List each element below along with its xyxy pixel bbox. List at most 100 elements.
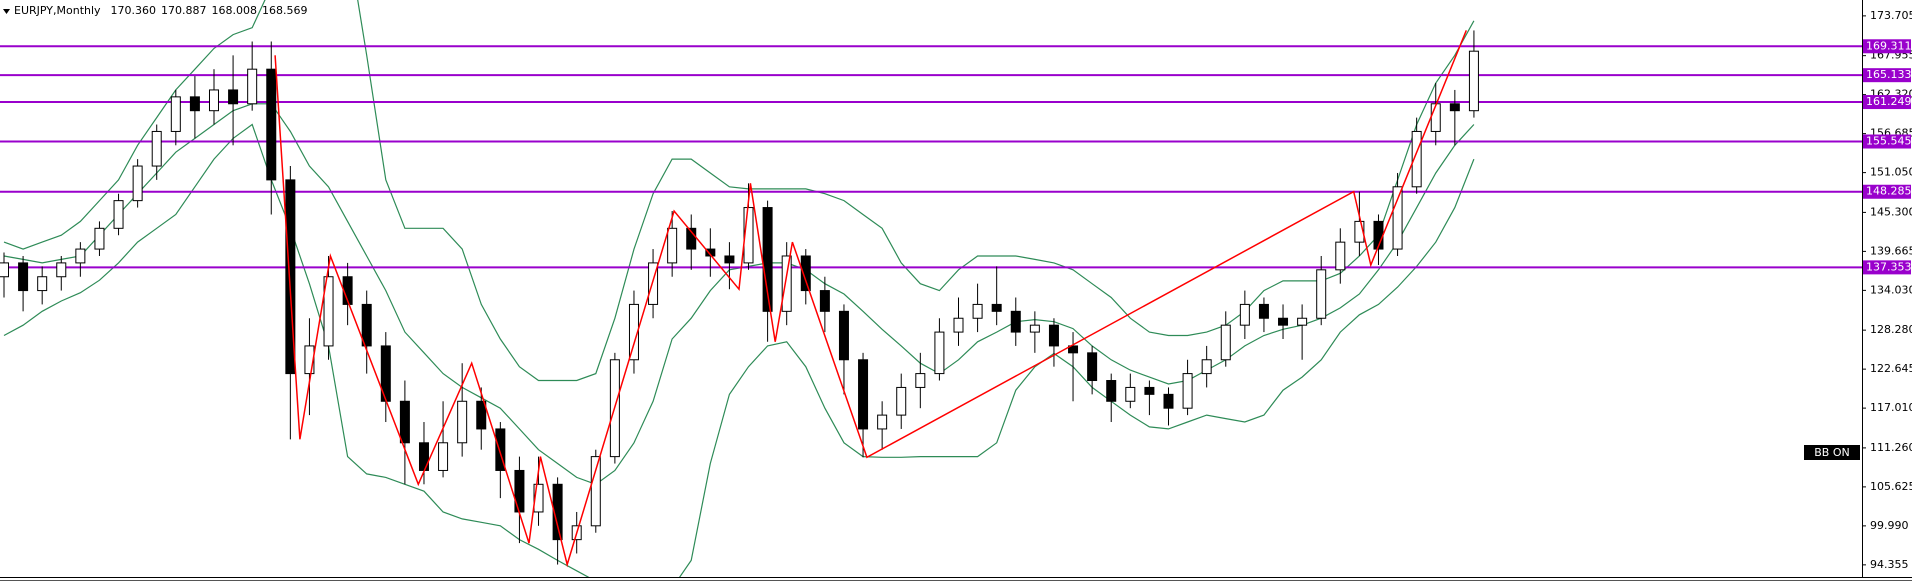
candle-body	[208, 89, 219, 112]
candle-body	[991, 303, 1002, 312]
candle-body	[1316, 269, 1327, 319]
level-label-bg	[1863, 134, 1911, 149]
y-tick-label: 99.990	[1870, 519, 1909, 532]
candle-body	[762, 207, 773, 312]
candle-body	[1411, 130, 1422, 188]
candle-body	[304, 345, 315, 375]
y-tick-label: 151.050	[1870, 166, 1912, 179]
candle-body	[189, 96, 200, 112]
level-label-bg	[1863, 95, 1911, 110]
candle-body	[514, 469, 525, 513]
badge-bg	[1804, 445, 1860, 460]
zigzag	[274, 30, 1467, 568]
candle-body	[972, 303, 983, 319]
candle-body	[1182, 373, 1193, 409]
level-label: 169.311	[1866, 39, 1912, 52]
candle-body	[323, 276, 334, 347]
candle-body	[361, 303, 372, 347]
candle-body	[132, 165, 143, 202]
y-tick-label: 94.355	[1870, 558, 1909, 571]
candle-body	[1029, 324, 1040, 333]
level-label-bg	[1863, 39, 1911, 54]
candle-body	[1163, 393, 1174, 409]
quote-value: 170.360	[111, 4, 157, 17]
candle-body	[781, 255, 792, 312]
candle-body	[113, 200, 124, 229]
candle-body	[170, 96, 181, 132]
candle-body	[724, 255, 735, 264]
candle-body	[1335, 241, 1346, 271]
candle-body	[1220, 324, 1231, 361]
quote-value: 168.569	[262, 4, 308, 17]
candle-body	[75, 248, 86, 264]
candle-body	[533, 483, 544, 513]
y-tick-label: 145.300	[1870, 205, 1912, 218]
candle-body	[858, 359, 869, 430]
candle-body	[1278, 317, 1289, 326]
level-label: 161.249	[1866, 95, 1912, 108]
y-tick-label: 173.705	[1870, 9, 1912, 22]
candle-body	[628, 303, 639, 361]
candle-body	[1468, 50, 1479, 112]
candle-body	[18, 262, 29, 292]
candle-body	[1068, 345, 1079, 354]
plot-area	[0, 0, 1862, 577]
candle-body	[819, 290, 830, 312]
candle-body	[418, 442, 429, 471]
candle-body	[1144, 386, 1155, 395]
candle-body	[1010, 310, 1021, 333]
candle-body	[1106, 380, 1117, 402]
candle-body	[667, 227, 678, 264]
y-tick-label: 111.260	[1870, 441, 1912, 454]
candle-body	[1430, 103, 1441, 132]
candle-body	[705, 248, 716, 257]
bollinger-lower	[3, 123, 1475, 577]
y-tick-label: 134.030	[1870, 283, 1912, 296]
candle-body	[476, 400, 487, 430]
badge: BB ON	[1814, 446, 1849, 459]
candle-body	[1125, 386, 1136, 402]
candle-body	[1201, 359, 1212, 375]
level-label-bg	[1863, 184, 1911, 199]
candle-body	[399, 400, 410, 444]
candle-body	[151, 130, 162, 167]
candle-body	[94, 227, 105, 250]
candle-body	[590, 456, 601, 527]
candle-body	[1258, 303, 1269, 319]
level-label: 155.545	[1866, 135, 1912, 148]
candle-body	[1297, 317, 1308, 326]
y-tick-label: 117.010	[1870, 401, 1912, 414]
candle-body	[1087, 352, 1098, 382]
candle-body	[915, 373, 926, 388]
quote-value: 170.887	[161, 4, 207, 17]
candle-body	[800, 255, 811, 292]
candle-body	[285, 179, 296, 375]
y-tick-label: 128.280	[1870, 323, 1912, 336]
candle-body	[648, 262, 659, 305]
level-label: 148.285	[1866, 185, 1912, 198]
candle-body	[1392, 186, 1403, 250]
y-tick-label: 105.625	[1870, 480, 1912, 493]
candle-body	[37, 276, 48, 292]
candle-body	[247, 68, 258, 105]
candle-body	[877, 414, 888, 430]
candle-body	[438, 442, 449, 471]
candle-body	[0, 262, 9, 278]
candle-body	[1048, 324, 1059, 347]
candle-body	[552, 483, 563, 541]
chart-title: EURJPY,Monthly	[14, 4, 101, 17]
y-tick-label: 122.645	[1870, 362, 1912, 375]
price-axis: 173.705167.955162.320156.685151.050145.3…	[1862, 9, 1912, 571]
candle-body	[896, 386, 907, 416]
candle-body	[1354, 220, 1365, 243]
candle-body	[228, 89, 239, 105]
candle-body	[1449, 103, 1460, 112]
candle-body	[56, 262, 67, 278]
menu-arrow[interactable]	[3, 9, 10, 14]
level-label-bg	[1863, 260, 1911, 275]
bollinger-upper	[3, 0, 1475, 382]
candle-body	[953, 317, 964, 333]
